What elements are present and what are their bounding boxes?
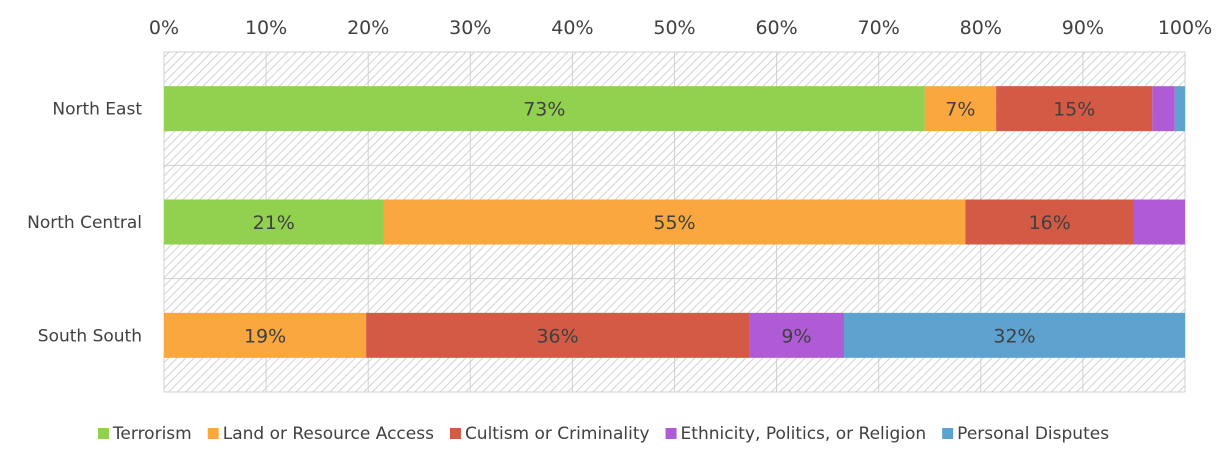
- data-label: 7%: [945, 99, 975, 121]
- x-tick-label: 100%: [1158, 17, 1212, 39]
- data-label: 15%: [1053, 99, 1095, 121]
- data-label: 73%: [523, 99, 565, 121]
- x-tick-label: 10%: [245, 17, 287, 39]
- bar-segment: [164, 312, 367, 358]
- x-tick-label: 90%: [1062, 17, 1104, 39]
- x-tick-label: 0%: [149, 17, 179, 39]
- legend-swatch: [449, 428, 461, 439]
- bar-segment: [843, 312, 1185, 358]
- bar-segment: [1152, 86, 1175, 132]
- x-tick-label: 30%: [449, 17, 491, 39]
- bar-segment: [1174, 86, 1185, 132]
- category-label: North Central: [27, 213, 142, 233]
- legend-label: Terrorism: [112, 424, 192, 444]
- legend-label: Ethnicity, Politics, or Religion: [681, 424, 927, 444]
- category-label: South South: [38, 326, 142, 346]
- x-tick-label: 40%: [551, 17, 593, 39]
- bar-segment: [1133, 199, 1185, 245]
- legend-label: Personal Disputes: [957, 424, 1109, 444]
- legend-swatch: [665, 428, 677, 439]
- legend-label: Land or Resource Access: [223, 424, 434, 444]
- bar-segment: [996, 86, 1153, 132]
- legend-swatch: [97, 428, 109, 439]
- category-label: North East: [52, 100, 142, 120]
- bar-segment: [749, 312, 844, 358]
- data-label: 19%: [244, 325, 286, 347]
- data-label: 9%: [781, 325, 811, 347]
- x-tick-label: 60%: [755, 17, 797, 39]
- plot-area: 0% 10% 20% 30% 40% 50% 60% 70% 80% 90% 100% North E…: [27, 17, 1212, 393]
- data-label: 16%: [1029, 212, 1071, 234]
- data-label: 36%: [536, 325, 578, 347]
- data-label: 32%: [993, 325, 1035, 347]
- legend: Terrorism Land or Resource Access Cultism …: [97, 424, 1109, 444]
- legend-swatch: [942, 428, 954, 439]
- bar-segment: [924, 86, 997, 132]
- x-tick-label: 50%: [653, 17, 695, 39]
- bar-segment: [366, 312, 750, 358]
- x-tick-label: 80%: [960, 17, 1002, 39]
- bar-segment: [164, 199, 384, 245]
- bar-segment: [965, 199, 1134, 245]
- legend-swatch: [207, 428, 219, 439]
- bar-segment: [164, 86, 925, 132]
- legend-label: Cultism or Criminality: [465, 424, 650, 444]
- data-label: 21%: [253, 212, 295, 234]
- data-label: 55%: [653, 212, 695, 234]
- x-tick-label: 20%: [347, 17, 389, 39]
- bar-segment: [383, 199, 966, 245]
- x-tick-label: 70%: [858, 17, 900, 39]
